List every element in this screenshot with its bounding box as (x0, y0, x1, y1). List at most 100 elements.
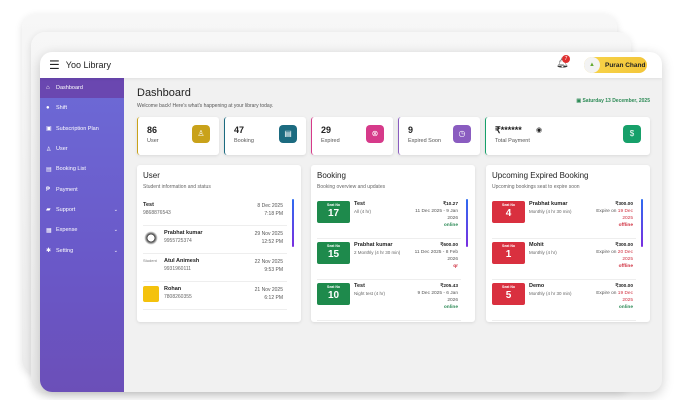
sidebar-item-label: Shift (56, 105, 68, 112)
booking-plan: All (4 hr) (354, 209, 372, 214)
sidebar-item-dashboard[interactable]: ⌂ Dashboard (40, 78, 124, 99)
seat-number: 5 (505, 290, 512, 301)
user-date: 8 Dec 2025 (257, 203, 283, 209)
user-phone: 7808260355 (164, 294, 192, 300)
booking-name: Demo (529, 283, 545, 289)
expire-date: 20 Dec 2025 (617, 250, 633, 262)
book-icon: ▤ (46, 166, 52, 173)
panel-subtitle: Upcoming bookings seat to expire soon (492, 184, 580, 190)
seat-number: 17 (327, 208, 340, 219)
stat-card-user[interactable]: 86 User ♙ (137, 117, 219, 155)
booking-name: Test (354, 283, 365, 289)
list-item[interactable]: Prabhat kumar 9955725374 29 Nov 2025 12:52 … (143, 226, 287, 254)
stat-label: Expired (321, 138, 340, 144)
booking-plan: 2 Monthly (4 hr 30 min) (354, 250, 401, 255)
stat-label: User (147, 138, 159, 144)
expire-date: 19 Dec 2025 (617, 209, 633, 221)
stat-card-total-payment[interactable]: ₹****** ◉ Total Payment $ (485, 117, 650, 155)
seat-badge: Seat No 4 (492, 201, 525, 223)
booking-plan: Monthly (4 hr) (529, 250, 557, 255)
sidebar-item-shift[interactable]: ● Shift (40, 98, 124, 118)
booking-price: ₹10.27 (442, 202, 458, 207)
booking-status: online (618, 305, 633, 310)
expire-prefix: Expire on (596, 250, 617, 255)
sidebar-item-payment[interactable]: ₱ Payment (40, 179, 124, 199)
sidebar-item-label: Expense (56, 227, 78, 234)
current-date: ▣ Saturday 13 December, 2025 (576, 98, 650, 104)
sidebar-item-expense[interactable]: ▦ Expense ⌄ (40, 220, 124, 240)
page-title: Dashboard (137, 87, 191, 99)
user-name: Rohan (164, 286, 182, 292)
panel-subtitle: Student information and status (143, 184, 211, 190)
chevron-down-icon: ⌄ (113, 227, 118, 234)
stat-card-booking[interactable]: 47 Booking ▤ (224, 117, 306, 155)
scrollbar[interactable] (292, 199, 294, 247)
expire-date: 19 Dec 2025 (617, 291, 633, 303)
seat-label: Seat No (326, 285, 341, 289)
avatar (143, 286, 159, 302)
seat-label: Seat No (501, 244, 516, 248)
user-menu[interactable]: ▲ Puran Chand (584, 57, 647, 73)
booking-name: Prabhat kumar (354, 242, 393, 248)
list-item[interactable]: Seat No 17 Test All (4 hr) ₹10.27 11 Dec 2025… (317, 198, 461, 239)
user-time: 6:12 PM (264, 295, 283, 301)
sidebar-item-label: Support (56, 206, 76, 213)
user-name: Atul Animesh (164, 258, 200, 264)
sidebar-item-label: Booking List (56, 166, 86, 173)
sidebar-item-setting[interactable]: ✱ Setting ⌄ (40, 240, 124, 260)
stat-icon: ♙ (192, 125, 210, 143)
list-item[interactable]: Student Atul Animesh 9931960111 22 Nov 2025… (143, 254, 287, 282)
gear-icon: ✱ (46, 248, 52, 255)
booking-range: 11 Dec 2025 - 8 Feb 2026 (414, 250, 458, 262)
hamburger-menu-icon[interactable]: ☰ (49, 58, 60, 72)
stat-label: Booking (234, 138, 254, 144)
seat-badge: Seat No 17 (317, 201, 350, 223)
booking-name: Test (354, 201, 365, 207)
avatar: Student (143, 258, 159, 274)
seat-badge: Seat No 1 (492, 242, 525, 264)
list-item[interactable]: Rohan 7808260355 21 Nov 2025 6:12 PM (143, 282, 287, 310)
eye-icon[interactable]: ◉ (536, 127, 543, 134)
top-header: ☰ Yoo Library 🔔︎ 7 ▲ Puran Chand (40, 52, 662, 78)
sidebar-item-user[interactable]: ♙ User (40, 139, 124, 159)
avatar-alt: Student (143, 258, 157, 263)
list-item[interactable]: Seat No 4 Prabhat kumar Monthly (4 hr 30 mi… (492, 198, 636, 239)
booking-status: online (443, 305, 458, 310)
list-item[interactable]: Seat No 1 Mohit Monthly (4 hr) ₹300.00 Expire… (492, 239, 636, 280)
user-date: 22 Nov 2025 (254, 259, 283, 265)
stat-icon: ◷ (453, 125, 471, 143)
booking-price: ₹300.00 (615, 202, 633, 207)
user-name: Test (143, 202, 154, 208)
list-item[interactable]: Test 9868876543 8 Dec 2025 7:18 PM (143, 198, 287, 226)
stat-card-expired-soon[interactable]: 9 Expired Soon ◷ (398, 117, 480, 155)
sidebar-item-booking-list[interactable]: ▤ Booking List (40, 159, 124, 179)
expire-prefix: Expire on (596, 209, 617, 214)
list-item[interactable]: Seat No 15 Prabhat kumar 2 Monthly (4 hr 30… (317, 239, 461, 280)
stat-card-expired[interactable]: 29 Expired ⊗ (311, 117, 393, 155)
notification-badge: 7 (562, 55, 570, 63)
sidebar-item-support[interactable]: ▰ Support ⌄ (40, 200, 124, 220)
expiring-panel: Upcoming Expired Booking Upcoming bookin… (486, 165, 650, 322)
card-icon: ▣ (46, 126, 52, 133)
sidebar: ⌂ Dashboard ● Shift ▣ Subscription Plan ♙ User ▤… (40, 78, 124, 392)
user-time: 7:18 PM (264, 211, 283, 217)
scrollbar[interactable] (466, 199, 468, 247)
booking-price: ₹300.00 (615, 284, 633, 289)
booking-status: offline (618, 223, 633, 228)
user-date: 29 Nov 2025 (254, 231, 283, 237)
stat-label: Total Payment (495, 138, 530, 144)
seat-label: Seat No (326, 244, 341, 248)
bell-icon[interactable]: 🔔︎ (556, 58, 569, 69)
list-item[interactable]: Seat No 10 Test Night test (4 hr) ₹205.43 9 D… (317, 280, 461, 321)
user-date: 21 Nov 2025 (254, 287, 283, 293)
booking-status: offline (618, 264, 633, 269)
booking-range: 9 Dec 2025 - 6 Jan 2026 (417, 291, 458, 303)
app-window: ☰ Yoo Library 🔔︎ 7 ▲ Puran Chand ⌂ Dashbo… (40, 52, 662, 392)
scrollbar[interactable] (641, 199, 643, 247)
sidebar-item-subscription-plan[interactable]: ▣ Subscription Plan (40, 119, 124, 139)
chevron-down-icon: ⌄ (113, 247, 118, 254)
user-phone: 9955725374 (164, 238, 192, 244)
booking-plan: Monthly (4 hr 30 min) (529, 209, 572, 214)
list-item[interactable]: Seat No 5 Demo Monthly (4 hr 30 min) ₹300.00… (492, 280, 636, 321)
calendar-icon: ▣ (576, 98, 583, 104)
